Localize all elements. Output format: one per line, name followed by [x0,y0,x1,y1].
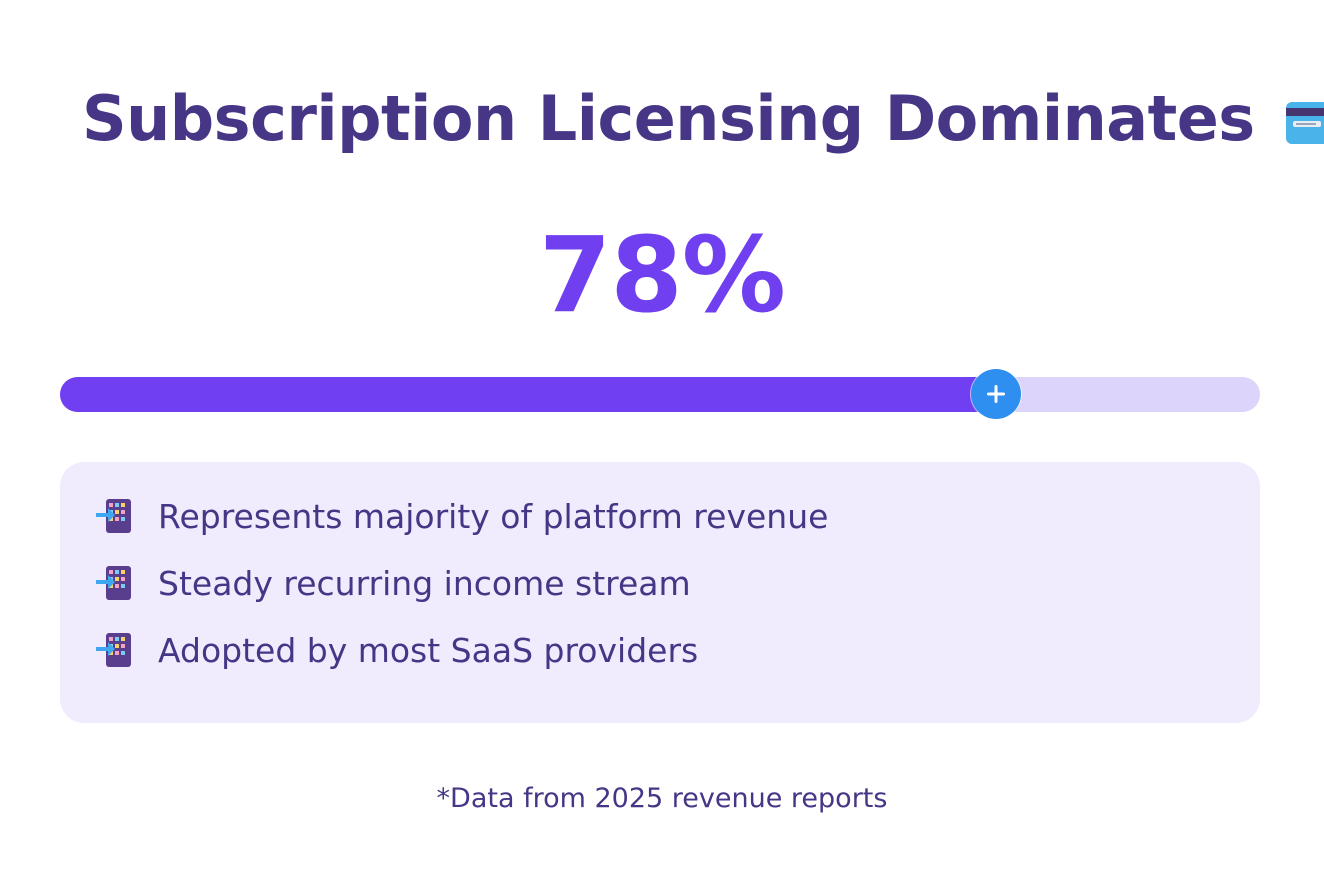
list-item: Adopted by most SaaS providers [96,628,698,672]
list-item-text: Adopted by most SaaS providers [158,630,699,670]
inbox-tray-icon [96,499,131,533]
stat-value: 78% [539,214,786,336]
title-row: Subscription Licensing Dominates [82,78,1324,158]
key-points-panel: Represents majority of platform revenue … [60,462,1260,723]
list-item-text: Steady recurring income stream [158,563,691,603]
inbox-tray-icon [96,633,131,667]
progress-track [60,369,1260,419]
list-item-text: Represents majority of platform revenue [158,496,829,536]
inbox-tray-icon [96,566,131,600]
credit-card-icon [1285,102,1324,144]
plus-icon [987,385,1005,403]
list-item: Steady recurring income stream [96,561,691,605]
progress-fill [60,377,996,412]
page-title: Subscription Licensing Dominates [82,81,1255,155]
list-item: Represents majority of platform revenue [96,494,828,538]
footnote: *Data from 2025 revenue reports [436,783,888,814]
progress-knob[interactable] [971,369,1021,419]
